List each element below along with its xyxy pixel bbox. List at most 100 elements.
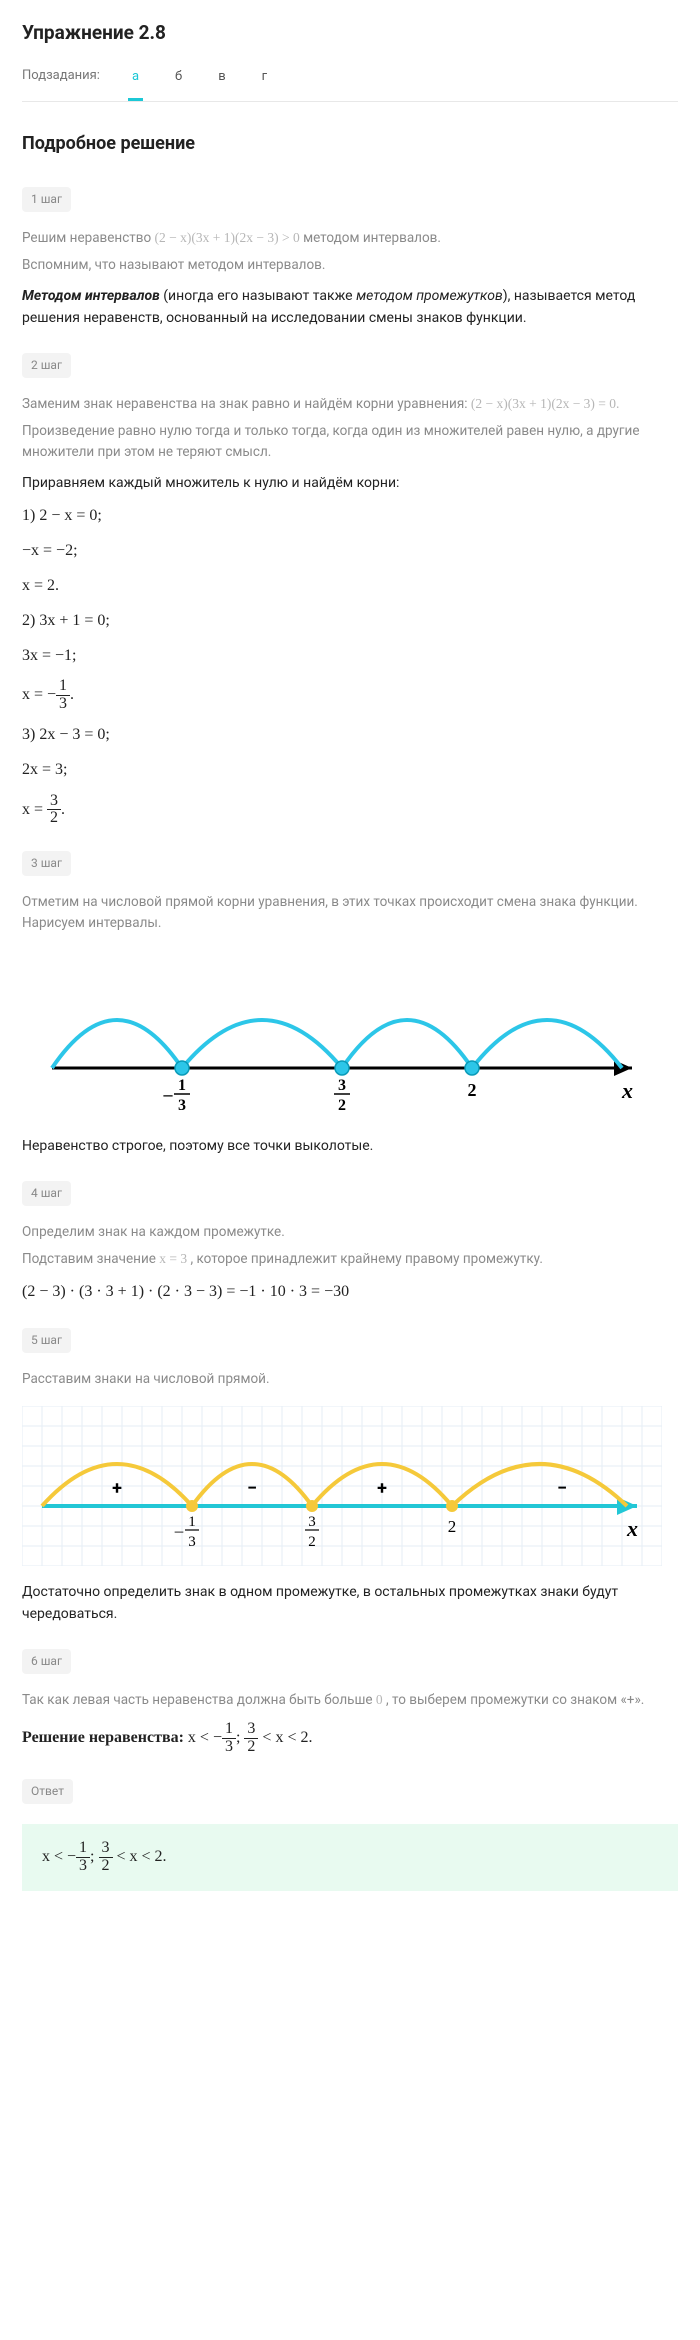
step-5-badge: 5 шаг — [22, 1328, 71, 1353]
eq-2b: 3x = −1; — [22, 644, 678, 669]
svg-text:−: − — [557, 1478, 567, 1499]
text: . — [70, 686, 74, 703]
svg-text:2: 2 — [308, 1534, 316, 1550]
step-3-badge: 3 шаг — [22, 851, 71, 876]
step4-eq: (2 − 3) · (3 · 3 + 1) · (2 · 3 − 3) = −1… — [22, 1280, 678, 1305]
math-inline: (2 − x)(3x + 1)(2x − 3) = 0. — [471, 396, 620, 411]
denominator: 2 — [99, 1858, 113, 1875]
fraction: 13 — [222, 1721, 236, 1756]
fraction: 32 — [99, 1840, 113, 1875]
text: (иногда его называют также — [160, 288, 356, 304]
term: Методом интервалов — [22, 288, 160, 304]
fraction: 32 — [244, 1721, 258, 1756]
eq-2c: x = −13. — [22, 678, 678, 713]
fraction: 13 — [76, 1840, 90, 1875]
svg-text:+: + — [377, 1478, 387, 1499]
eq-1a: 1) 2 − x = 0; — [22, 504, 678, 529]
solution-heading: Подробное решение — [22, 130, 678, 158]
math-inline: 0 — [376, 1692, 383, 1707]
text: Подставим значение — [22, 1251, 159, 1267]
step3-after: Неравенство строгое, поэтому все точки в… — [22, 1136, 678, 1158]
text: x = − — [22, 686, 56, 703]
number-line-chart-1: –13322x — [22, 950, 678, 1120]
term: методом промежутков — [356, 288, 503, 304]
subtasks-label: Подзадания: — [22, 66, 100, 96]
math-inline: x = 3 — [159, 1251, 187, 1266]
solution-line: Решение неравенства: x < −13; 32 < x < 2… — [22, 1721, 678, 1756]
text: ; — [236, 1729, 244, 1746]
eq-3c: x = 32. — [22, 793, 678, 828]
svg-text:–: – — [174, 1521, 184, 1540]
svg-text:2: 2 — [468, 1080, 477, 1100]
math-inline: (2 − x)(3x + 1)(2x − 3) > 0 — [155, 230, 300, 245]
numerator: 1 — [222, 1721, 236, 1739]
text: Решим неравенство — [22, 230, 155, 246]
eq-2a: 2) 3x + 1 = 0; — [22, 609, 678, 634]
solution-label: Решение неравенства: — [22, 1729, 188, 1746]
step5-after: Достаточно определить знак в одном проме… — [22, 1582, 678, 1625]
numerator: 1 — [56, 678, 70, 696]
tab-b[interactable]: б — [171, 61, 186, 100]
svg-text:−: − — [247, 1478, 257, 1499]
answer-badge: Ответ — [22, 1779, 73, 1804]
numerator: 3 — [99, 1840, 113, 1858]
exercise-title: Упражнение 2.8 — [22, 18, 678, 47]
step4-line2: Подставим значение x = 3 , которое прина… — [22, 1249, 678, 1270]
fraction: 32 — [47, 793, 61, 828]
step3-line1: Отметим на числовой прямой корни уравнен… — [22, 892, 678, 934]
svg-text:2: 2 — [338, 1097, 346, 1114]
step-2-badge: 2 шаг — [22, 353, 71, 378]
numerator: 3 — [244, 1721, 258, 1739]
text: x < − — [188, 1729, 222, 1746]
eq-1c: x = 2. — [22, 574, 678, 599]
step-1-badge: 1 шаг — [22, 187, 71, 212]
answer-box: x < −13; 32 < x < 2. — [22, 1824, 678, 1891]
step2-line2: Произведение равно нулю тогда и только т… — [22, 421, 678, 463]
svg-text:x: x — [626, 1516, 638, 1541]
svg-text:1: 1 — [188, 1514, 196, 1530]
text: , то выберем промежутки со знаком «+». — [386, 1692, 644, 1708]
step1-line1: Решим неравенство (2 − x)(3x + 1)(2x − 3… — [22, 228, 678, 249]
svg-text:1: 1 — [178, 1077, 186, 1094]
number-line-chart-2: + − + − –1 3 3 2 2 x — [22, 1406, 678, 1566]
text: Так как левая часть неравенства должна б… — [22, 1692, 376, 1708]
denominator: 3 — [76, 1858, 90, 1875]
text: , которое принадлежит крайнему правому п… — [190, 1251, 542, 1267]
numerator: 1 — [76, 1840, 90, 1858]
svg-text:2: 2 — [448, 1517, 457, 1536]
step-4-badge: 4 шаг — [22, 1181, 71, 1206]
text: Заменим знак неравенства на знак равно и… — [22, 396, 471, 412]
tab-a[interactable]: а — [128, 61, 143, 100]
eq-3a: 3) 2x − 3 = 0; — [22, 723, 678, 748]
step1-line2: Вспомним, что называют методом интервало… — [22, 255, 678, 276]
svg-text:3: 3 — [178, 1097, 186, 1114]
text: . — [61, 800, 65, 817]
step2-line1: Заменим знак неравенства на знак равно и… — [22, 394, 678, 415]
denominator: 3 — [222, 1739, 236, 1756]
text: x < − — [42, 1848, 76, 1865]
svg-text:3: 3 — [188, 1534, 196, 1550]
interval-chart: –13322x — [22, 950, 662, 1120]
eq-3b: 2x = 3; — [22, 758, 678, 783]
fraction: 13 — [56, 678, 70, 713]
svg-text:3: 3 — [338, 1077, 346, 1094]
subtasks-row: Подзадания: а б в г — [22, 61, 678, 101]
tab-v[interactable]: в — [214, 61, 229, 100]
step5-line1: Расставим знаки на числовой прямой. — [22, 1369, 678, 1390]
denominator: 2 — [47, 810, 61, 827]
step-6-badge: 6 шаг — [22, 1649, 71, 1674]
svg-text:3: 3 — [308, 1514, 316, 1530]
tab-g[interactable]: г — [258, 61, 271, 100]
svg-text:x: x — [621, 1078, 633, 1103]
text: < x < 2. — [113, 1848, 167, 1865]
text: методом интервалов. — [303, 230, 441, 246]
step6-line1: Так как левая часть неравенства должна б… — [22, 1690, 678, 1711]
step1-line3: Методом интервалов (иногда его называют … — [22, 286, 678, 329]
step4-line1: Определим знак на каждом промежутке. — [22, 1222, 678, 1243]
denominator: 2 — [244, 1739, 258, 1756]
svg-text:+: + — [112, 1478, 122, 1499]
numerator: 3 — [47, 793, 61, 811]
text: x = — [22, 800, 47, 817]
text: ; — [90, 1848, 98, 1865]
eq-1b: −x = −2; — [22, 539, 678, 564]
